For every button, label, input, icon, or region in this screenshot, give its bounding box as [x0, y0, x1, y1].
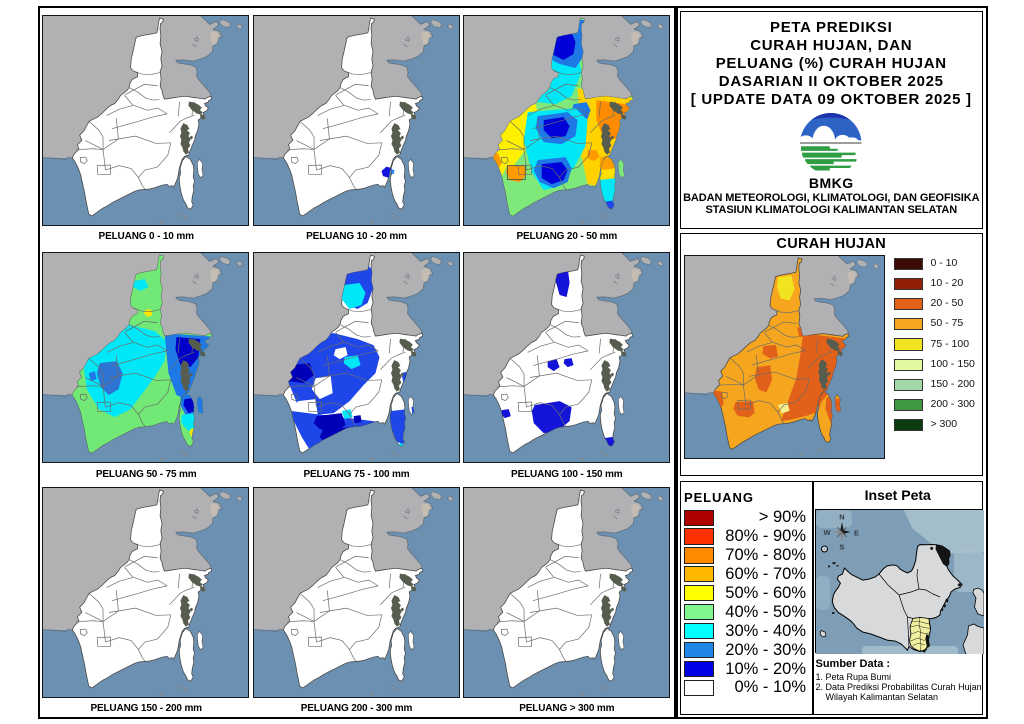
- svg-text:E: E: [854, 528, 859, 537]
- svg-text:N: N: [839, 512, 844, 521]
- svg-text:S: S: [839, 542, 844, 551]
- svg-text:W: W: [823, 528, 831, 537]
